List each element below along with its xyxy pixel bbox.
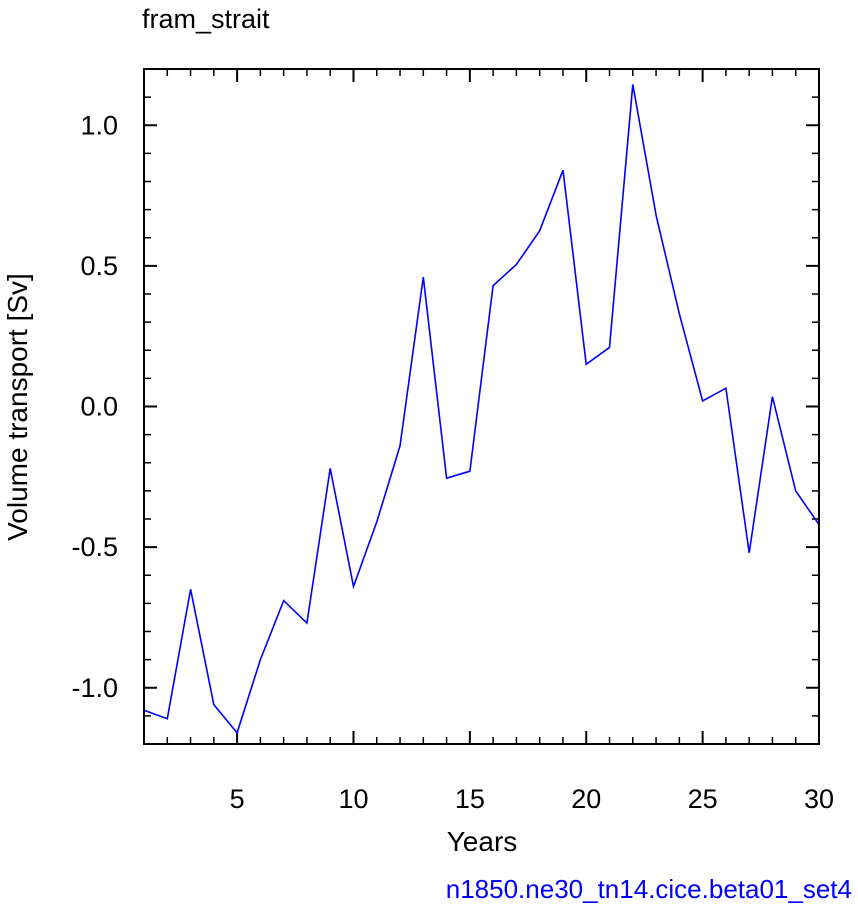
major-ticks: [144, 69, 820, 744]
minor-ticks: [143, 68, 819, 745]
y-axis-label: Volume transport [Sv]: [2, 273, 33, 541]
y-tick-labels: -1.0 -0.5 0.0 0.5 1.0: [71, 110, 118, 703]
y-tick-label: -0.5: [71, 532, 118, 562]
x-axis-label: Years: [447, 826, 518, 857]
caption: n1850.ne30_tn14.cice.beta01_set4: [445, 874, 852, 904]
chart-title: fram_strait: [142, 4, 270, 34]
y-tick-label: 0.5: [80, 251, 118, 281]
x-tick-label: 25: [688, 784, 718, 814]
y-tick-label: 0.0: [80, 392, 118, 422]
series-group: [143, 84, 820, 735]
x-tick-label: 10: [338, 784, 368, 814]
x-tick-label: 20: [571, 784, 601, 814]
x-tick-label: 30: [804, 784, 834, 814]
series-line: [143, 84, 820, 735]
plot-frame: [143, 68, 820, 745]
y-tick-label: 1.0: [80, 110, 118, 140]
y-tick-label: -1.0: [71, 673, 118, 703]
x-tick-label: 15: [455, 784, 485, 814]
x-tick-label: 5: [230, 784, 245, 814]
x-tick-labels: 5 10 15 20 25 30: [230, 784, 834, 814]
